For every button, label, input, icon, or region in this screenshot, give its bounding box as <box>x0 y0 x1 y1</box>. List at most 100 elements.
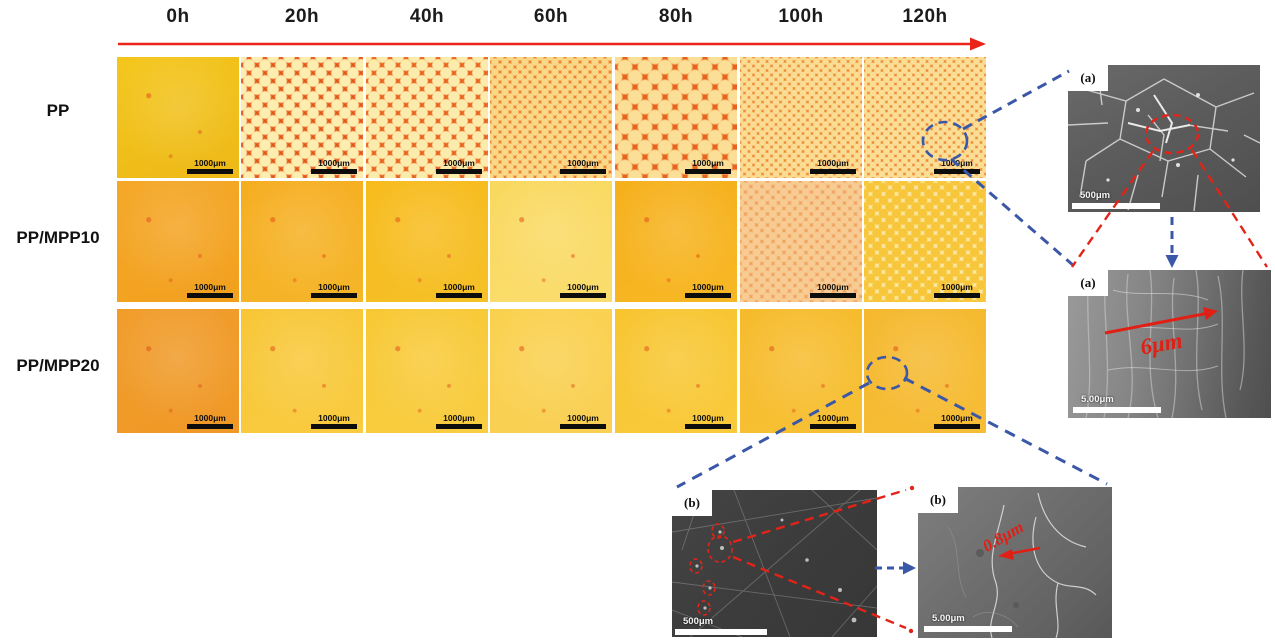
micrograph-scalebar: 1000μm <box>810 283 856 298</box>
micrograph-scalebar-text: 1000μm <box>941 282 973 292</box>
micrograph-scalebar-text: 1000μm <box>194 158 226 168</box>
micrograph-scalebar-text: 1000μm <box>443 282 475 292</box>
six-micron-label: 6μm <box>1138 328 1184 360</box>
micrograph-scalebar-line <box>311 424 357 429</box>
blue-arrow-a-panels <box>1165 217 1179 268</box>
micrograph-scalebar-line <box>810 169 856 174</box>
scalebar-b-overview: 500μm <box>675 616 767 635</box>
micrograph-scalebar-text: 1000μm <box>194 413 226 423</box>
micrograph-scalebar-line <box>436 424 482 429</box>
micrograph-pp-120h: 1000μm <box>864 57 986 178</box>
micrograph-scalebar: 1000μm <box>934 159 980 174</box>
sem-panel-b-overview: (b) 500μm <box>672 490 877 637</box>
micrograph-scalebar-line <box>187 424 233 429</box>
micrograph-scalebar-text: 1000μm <box>692 158 724 168</box>
micrograph-scalebar-text: 1000μm <box>941 158 973 168</box>
micrograph-scalebar-line <box>934 293 980 298</box>
timeline-label-100h: 100h <box>778 6 824 27</box>
micrograph-scalebar: 1000μm <box>187 283 233 298</box>
micrograph-scalebar-line <box>934 169 980 174</box>
micrograph-scalebar: 1000μm <box>311 283 357 298</box>
sem-panel-b-detail: 0.8μm (b) 5.00μm <box>918 487 1112 638</box>
micrograph-scalebar-text: 1000μm <box>692 282 724 292</box>
sem-panel-a-detail: 6μm (a) 5.00μm <box>1068 270 1271 418</box>
six-micron-arrowhead <box>1203 307 1218 320</box>
sem-b-detail-annotation: 0.8μm <box>979 517 1041 560</box>
micrograph-scalebar: 1000μm <box>436 159 482 174</box>
red-callout-dot-4 <box>697 600 711 616</box>
micrograph-scalebar: 1000μm <box>560 283 606 298</box>
scalebar-b-overview-text: 500μm <box>683 616 714 627</box>
micrograph-pp-mpp20-100h: 1000μm <box>740 309 862 433</box>
micrograph-scalebar: 1000μm <box>187 414 233 429</box>
row-label-pp-mpp20: PP/MPP20 <box>16 356 100 375</box>
micrograph-scalebar-text: 1000μm <box>692 413 724 423</box>
scalebar-a-overview-text: 500μm <box>1080 190 1111 201</box>
micrograph-scalebar: 1000μm <box>436 283 482 298</box>
scalebar-b-detail: 5.00μm <box>924 613 1012 632</box>
micrograph-scalebar: 1000μm <box>311 414 357 429</box>
timeline-label-120h: 120h <box>902 6 948 27</box>
scalebar-a-detail-text: 5.00μm <box>1081 394 1114 405</box>
panel-label-b-overview: (b) <box>672 490 712 516</box>
micrograph-scalebar: 1000μm <box>560 414 606 429</box>
micrograph-pp-mpp20-20h: 1000μm <box>241 309 363 433</box>
micrograph-scalebar-line <box>934 424 980 429</box>
micrograph-pp-mpp10-120h: 1000μm <box>864 181 986 302</box>
micrograph-scalebar-text: 1000μm <box>817 282 849 292</box>
micrograph-scalebar-line <box>187 169 233 174</box>
red-callout-main-circle <box>707 535 733 563</box>
micrograph-scalebar-line <box>311 169 357 174</box>
timeline-arrow <box>118 37 986 51</box>
micrograph-scalebar: 1000μm <box>934 283 980 298</box>
red-callout-dot-2 <box>689 558 703 574</box>
micrograph-pp-40h: 1000μm <box>366 57 488 178</box>
micrograph-pp-0h: 1000μm <box>117 57 239 178</box>
micrograph-pp-mpp10-100h: 1000μm <box>740 181 862 302</box>
scalebar-a-detail: 5.00μm <box>1073 394 1161 413</box>
micrograph-scalebar-text: 1000μm <box>318 282 350 292</box>
micrograph-scalebar-text: 1000μm <box>318 158 350 168</box>
blue-arrow-b-panels <box>875 561 916 575</box>
micrograph-scalebar-text: 1000μm <box>817 158 849 168</box>
micrograph-scalebar: 1000μm <box>685 414 731 429</box>
scalebar-a-detail-line <box>1073 407 1161 413</box>
micrograph-scalebar: 1000μm <box>934 414 980 429</box>
micrograph-pp-mpp20-40h: 1000μm <box>366 309 488 433</box>
micrograph-scalebar-text: 1000μm <box>817 413 849 423</box>
row-label-pp-mpp10: PP/MPP10 <box>16 228 100 247</box>
micrograph-pp-60h: 1000μm <box>490 57 612 178</box>
point-eight-micron-arrowhead <box>998 549 1014 560</box>
red-callout-dot-3 <box>702 580 716 596</box>
micrograph-scalebar-line <box>560 424 606 429</box>
micrograph-pp-100h: 1000μm <box>740 57 862 178</box>
micrograph-scalebar-text: 1000μm <box>443 413 475 423</box>
timeline-label-80h: 80h <box>658 6 694 27</box>
row-label-pp: PP <box>46 101 70 120</box>
micrograph-pp-mpp10-0h: 1000μm <box>117 181 239 302</box>
micrograph-scalebar-text: 1000μm <box>567 413 599 423</box>
micrograph-scalebar: 1000μm <box>810 159 856 174</box>
micrograph-pp-mpp20-60h: 1000μm <box>490 309 612 433</box>
panel-label-a-overview: (a) <box>1068 65 1108 91</box>
sem-panel-a-overview: (a) 500μm <box>1068 65 1260 212</box>
micrograph-scalebar: 1000μm <box>685 283 731 298</box>
micrograph-scalebar-text: 1000μm <box>318 413 350 423</box>
micrograph-pp-mpp10-40h: 1000μm <box>366 181 488 302</box>
micrograph-scalebar-text: 1000μm <box>194 282 226 292</box>
micrograph-pp-mpp10-80h: 1000μm <box>615 181 737 302</box>
micrograph-scalebar-line <box>685 169 731 174</box>
micrograph-scalebar-line <box>436 293 482 298</box>
micrograph-scalebar: 1000μm <box>436 414 482 429</box>
micrograph-pp-20h: 1000μm <box>241 57 363 178</box>
micrograph-scalebar-text: 1000μm <box>941 413 973 423</box>
micrograph-pp-mpp20-0h: 1000μm <box>117 309 239 433</box>
micrograph-pp-mpp20-80h: 1000μm <box>615 309 737 433</box>
micrograph-scalebar: 1000μm <box>685 159 731 174</box>
timeline-label-40h: 40h <box>409 6 445 27</box>
timeline-label-0h: 0h <box>166 6 190 27</box>
scalebar-b-detail-text: 5.00μm <box>932 613 965 624</box>
red-callout-dot-1 <box>711 523 725 539</box>
micrograph-scalebar-line <box>560 293 606 298</box>
